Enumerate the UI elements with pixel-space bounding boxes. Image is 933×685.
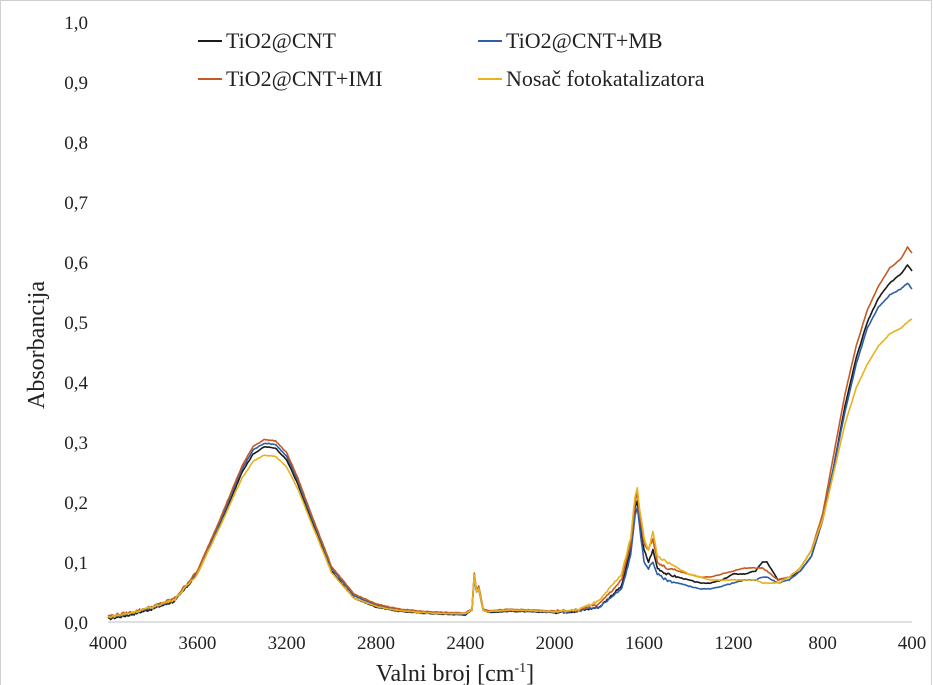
x-tick-label-2000: 2000 <box>536 633 574 654</box>
y-tick-label-0-1: 0,1 <box>64 553 88 574</box>
y-axis-title: Absorbancija <box>24 281 50 409</box>
legend-label-series-1: TiO2@CNT <box>226 28 336 53</box>
x-axis-title-superscript: -1 <box>514 661 526 676</box>
legend-label-series-4: Nosač fotokatalizatora <box>506 66 705 91</box>
legend: TiO2@CNT TiO2@CNT+MB TiO2@CNT+IMI Nosač … <box>198 28 705 91</box>
x-tick-label-4000: 4000 <box>89 633 127 654</box>
y-tick-label-0-3: 0,3 <box>64 433 88 454</box>
y-tick-label-0-7: 0,7 <box>64 193 88 214</box>
series-line-4 <box>108 319 912 618</box>
y-tick-label-0-4: 0,4 <box>64 373 88 394</box>
x-tick-label-3600: 3600 <box>178 633 216 654</box>
x-tick-label-1600: 1600 <box>625 633 663 654</box>
x-tick-label-2800: 2800 <box>357 633 395 654</box>
x-axis-title-main: Valni broj [cm <box>376 661 515 685</box>
y-tick-label-0-0: 0,0 <box>64 613 88 634</box>
axes-layer: 4000 3600 3200 2800 2400 2000 1600 1200 800 400 0,… <box>64 13 926 654</box>
x-tick-label-2400: 2400 <box>446 633 484 654</box>
series-line-3 <box>108 247 912 616</box>
x-axis-title: Valni broj [cm-1] <box>376 661 534 685</box>
y-tick-label-0-9: 0,9 <box>64 73 88 94</box>
legend-label-series-2: TiO2@CNT+MB <box>506 28 663 53</box>
legend-label-series-3: TiO2@CNT+IMI <box>226 66 383 91</box>
x-tick-label-800: 800 <box>808 633 837 654</box>
y-tick-label-0-8: 0,8 <box>64 133 88 154</box>
series-line-2 <box>108 283 912 618</box>
x-tick-label-1200: 1200 <box>714 633 752 654</box>
series-layer <box>108 247 912 620</box>
x-axis-title-suffix: ] <box>526 661 534 685</box>
y-tick-label-0-5: 0,5 <box>64 313 88 334</box>
y-tick-label-0-6: 0,6 <box>64 253 88 274</box>
series-line-1 <box>108 265 912 620</box>
y-tick-label-0-2: 0,2 <box>64 493 88 514</box>
y-tick-label-1-0: 1,0 <box>64 13 88 34</box>
x-tick-label-400: 400 <box>898 633 927 654</box>
x-tick-label-3200: 3200 <box>268 633 306 654</box>
